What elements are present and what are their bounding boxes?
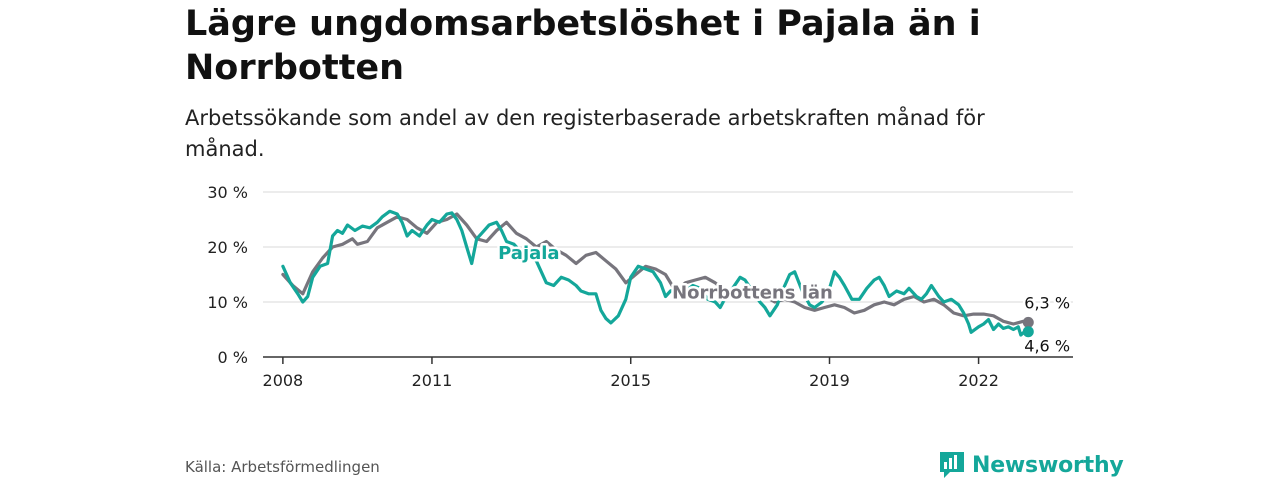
series-line-norrbotten: [281, 212, 1030, 326]
series-label-norrbotten: Norrbottens län: [672, 283, 833, 304]
x-tick-label: 2008: [263, 371, 304, 390]
series-label-pajala: Pajala: [498, 243, 560, 264]
y-tick-label: 20 %: [207, 238, 248, 257]
end-point-pajala: [1022, 326, 1034, 338]
x-tick-label: 2022: [958, 371, 999, 390]
source-note: Källa: Arbetsförmedlingen: [185, 458, 380, 476]
end-value-norrbotten-halo: 6,3 %: [1024, 294, 1070, 313]
x-tick-label: 2011: [412, 371, 453, 390]
y-tick-label: 10 %: [207, 293, 248, 312]
x-tick-label: 2015: [610, 371, 651, 390]
chart-title: Lägre ungdomsarbetslöshet i Pajala än i …: [185, 4, 981, 88]
x-tick-label: 2019: [809, 371, 850, 390]
series-line-pajala: [281, 209, 1030, 337]
y-tick-label: 30 %: [207, 183, 248, 202]
brand-logo[interactable]: Newsworthy: [938, 450, 1124, 480]
newsworthy-logo-icon: [940, 452, 964, 478]
y-tick-label: 0 %: [218, 348, 248, 367]
chart-subtitle: Arbetssökande som andel av den registerb…: [185, 106, 985, 161]
series-label-pajala-halo: Pajala: [498, 243, 560, 264]
end-value-pajala: 4,6 %: [1024, 337, 1070, 356]
end-point-norrbotten: [1022, 316, 1034, 328]
brand-name: Newsworthy: [972, 452, 1124, 478]
end-value-pajala-halo: 4,6 %: [1024, 337, 1070, 356]
end-value-norrbotten: 6,3 %: [1024, 294, 1070, 313]
series-label-norrbotten-halo: Norrbottens län: [672, 283, 833, 304]
